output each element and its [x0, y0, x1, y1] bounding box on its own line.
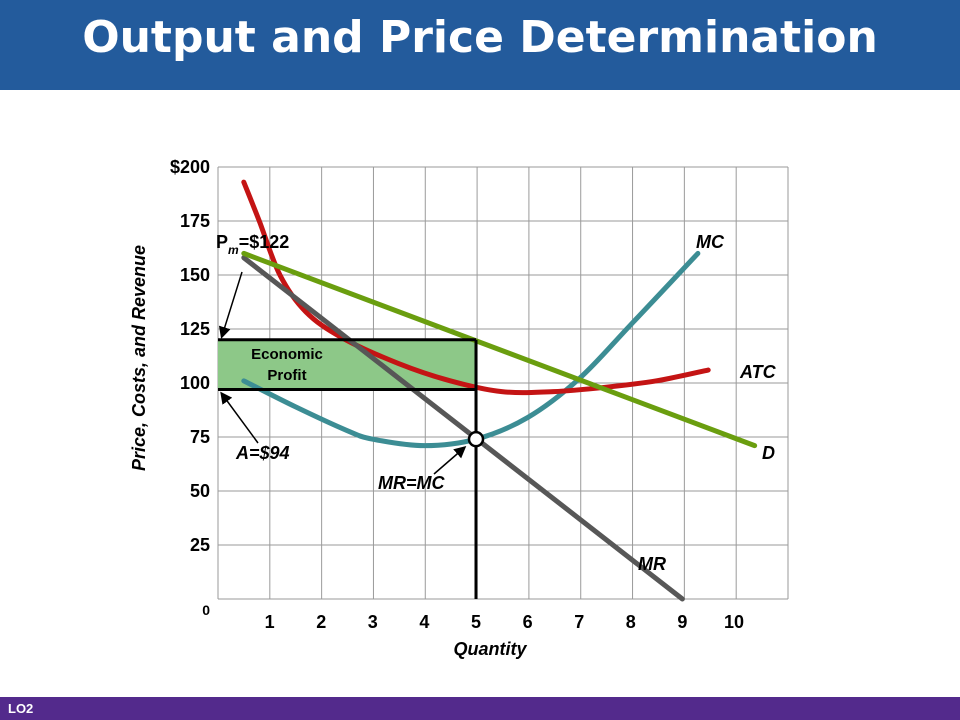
y-tick-label: 0: [202, 602, 210, 618]
x-tick-label: 9: [677, 612, 687, 632]
y-tick-labels: 0 25 50 75 100 125 150 175 $200: [170, 157, 210, 618]
guide-lines: [218, 271, 485, 599]
price-subscript: m: [228, 243, 239, 257]
x-tick-label: 10: [724, 612, 744, 632]
x-tick-label: 7: [574, 612, 584, 632]
y-tick-label: 100: [180, 373, 210, 393]
y-tick-label: 175: [180, 211, 210, 231]
economic-profit-label: Economic: [251, 346, 323, 363]
average-cost-annotation: A=$94: [235, 443, 290, 463]
x-tick-label: 5: [471, 612, 481, 632]
mr-mc-annotation: MR=MC: [378, 473, 445, 493]
x-tick-label: 6: [523, 612, 533, 632]
y-tick-label: 150: [180, 265, 210, 285]
y-tick-label: 75: [190, 427, 210, 447]
chart-grid: [217, 166, 789, 600]
economic-profit-label: Profit: [267, 367, 306, 384]
y-tick-label: 25: [190, 535, 210, 555]
mc-curve: [241, 250, 701, 449]
y-tick-label: 50: [190, 481, 210, 501]
price-symbol: P: [216, 232, 228, 252]
footer-bar: LO2: [0, 697, 960, 720]
x-axis-label: Quantity: [453, 639, 527, 659]
average-cost-arrow: [220, 391, 259, 444]
d-curve: [241, 250, 758, 449]
x-tick-label: 8: [626, 612, 636, 632]
price-value: =$122: [239, 232, 290, 252]
mr-curve-label: MR: [638, 554, 666, 574]
chart-series: [241, 179, 758, 602]
mc-curve-label: MC: [696, 232, 725, 252]
atc-curve-label: ATC: [739, 362, 777, 382]
economic-profit-area: [218, 339, 476, 390]
y-tick-label: 125: [180, 319, 210, 339]
price-arrow: [218, 271, 243, 339]
price-annotation: Pm=$122: [216, 232, 289, 257]
atc-curve: [241, 179, 711, 396]
x-tick-label: 4: [419, 612, 429, 632]
demand-curve-label: D: [762, 443, 775, 463]
y-tick-label: $200: [170, 157, 210, 177]
y-axis-label: Price, Costs, and Revenue: [129, 245, 149, 471]
learning-objective-label: LO2: [8, 701, 34, 716]
mr-mc-arrow: [433, 446, 467, 475]
x-tick-label: 1: [265, 612, 275, 632]
x-tick-labels: 1 2 3 4 5 6 7 8 9 10: [265, 612, 744, 632]
title-banner: Output and Price Determination: [0, 0, 960, 90]
x-tick-label: 3: [368, 612, 378, 632]
page-title: Output and Price Determination: [82, 12, 878, 63]
equilibrium-point: [467, 430, 485, 448]
mr-curve: [241, 255, 685, 602]
chart-annotations: Economic Profit Pm=$122 A=$94 MR=MC MC A…: [216, 232, 777, 574]
x-tick-label: 2: [316, 612, 326, 632]
